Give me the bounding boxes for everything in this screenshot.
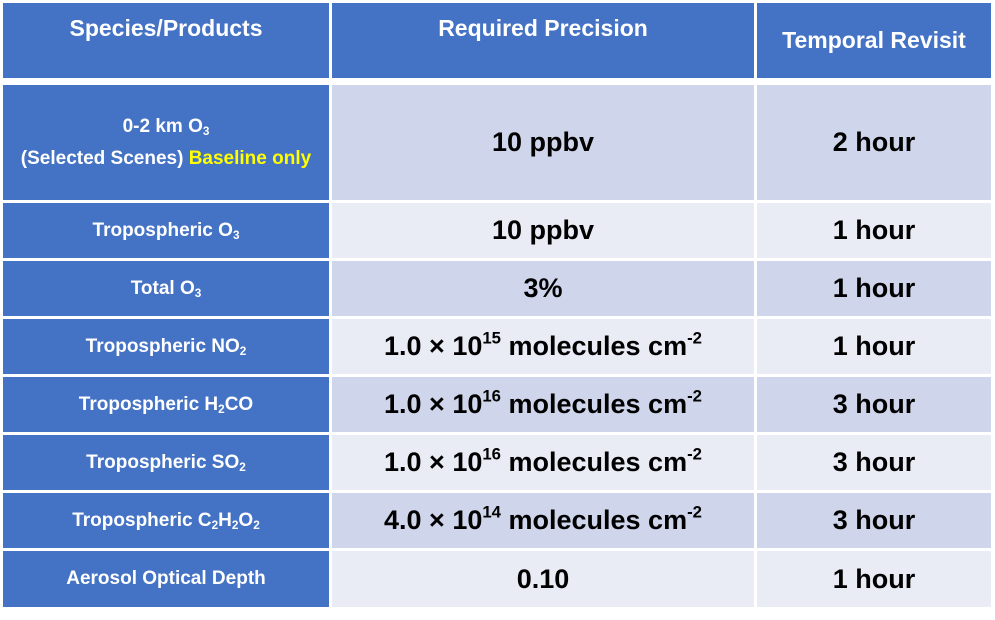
row-1-species-line1: 0-2 km O3 — [122, 115, 210, 138]
row-4-precision: 1.0 × 1015 molecules cm-2 — [332, 319, 754, 374]
row-4-species: Tropospheric NO2 — [3, 319, 329, 374]
row-6-precision: 1.0 × 1016 molecules cm-2 — [332, 435, 754, 490]
row-6-species: Tropospheric SO2 — [3, 435, 329, 490]
header-species: Species/Products — [3, 3, 329, 78]
row-7-revisit: 3 hour — [757, 493, 991, 548]
row-5-precision: 1.0 × 1016 molecules cm-2 — [332, 377, 754, 432]
row-8-precision: 0.10 — [332, 551, 754, 607]
row-7-precision: 4.0 × 1014 molecules cm-2 — [332, 493, 754, 548]
header-revisit-label: Temporal Revisit — [782, 27, 966, 53]
row-6-revisit: 3 hour — [757, 435, 991, 490]
header-revisit: Temporal Revisit — [757, 3, 991, 78]
row-3-precision: 3% — [332, 261, 754, 316]
row-1-revisit: 2 hour — [757, 85, 991, 200]
baseline-only-highlight: Baseline only — [188, 147, 312, 169]
row-8-revisit: 1 hour — [757, 551, 991, 607]
row-7-species: Tropospheric C2H2O2 — [3, 493, 329, 548]
row-3-revisit: 1 hour — [757, 261, 991, 316]
row-1-species-line2: (Selected Scenes) Baseline only — [20, 147, 312, 169]
row-3-species: Total O3 — [3, 261, 329, 316]
row-8-species: Aerosol Optical Depth — [3, 551, 329, 607]
row-2-precision: 10 ppbv — [332, 203, 754, 258]
row-2-revisit: 1 hour — [757, 203, 991, 258]
header-species-label: Species/Products — [69, 15, 263, 41]
row-1-species: 0-2 km O3 (Selected Scenes) Baseline onl… — [3, 85, 329, 200]
row-5-species: Tropospheric H2CO — [3, 377, 329, 432]
header-precision: Required Precision — [332, 3, 754, 78]
row-5-revisit: 3 hour — [757, 377, 991, 432]
header-precision-label: Required Precision — [438, 15, 648, 41]
row-4-revisit: 1 hour — [757, 319, 991, 374]
row-2-species: Tropospheric O3 — [3, 203, 329, 258]
row-1-precision: 10 ppbv — [332, 85, 754, 200]
